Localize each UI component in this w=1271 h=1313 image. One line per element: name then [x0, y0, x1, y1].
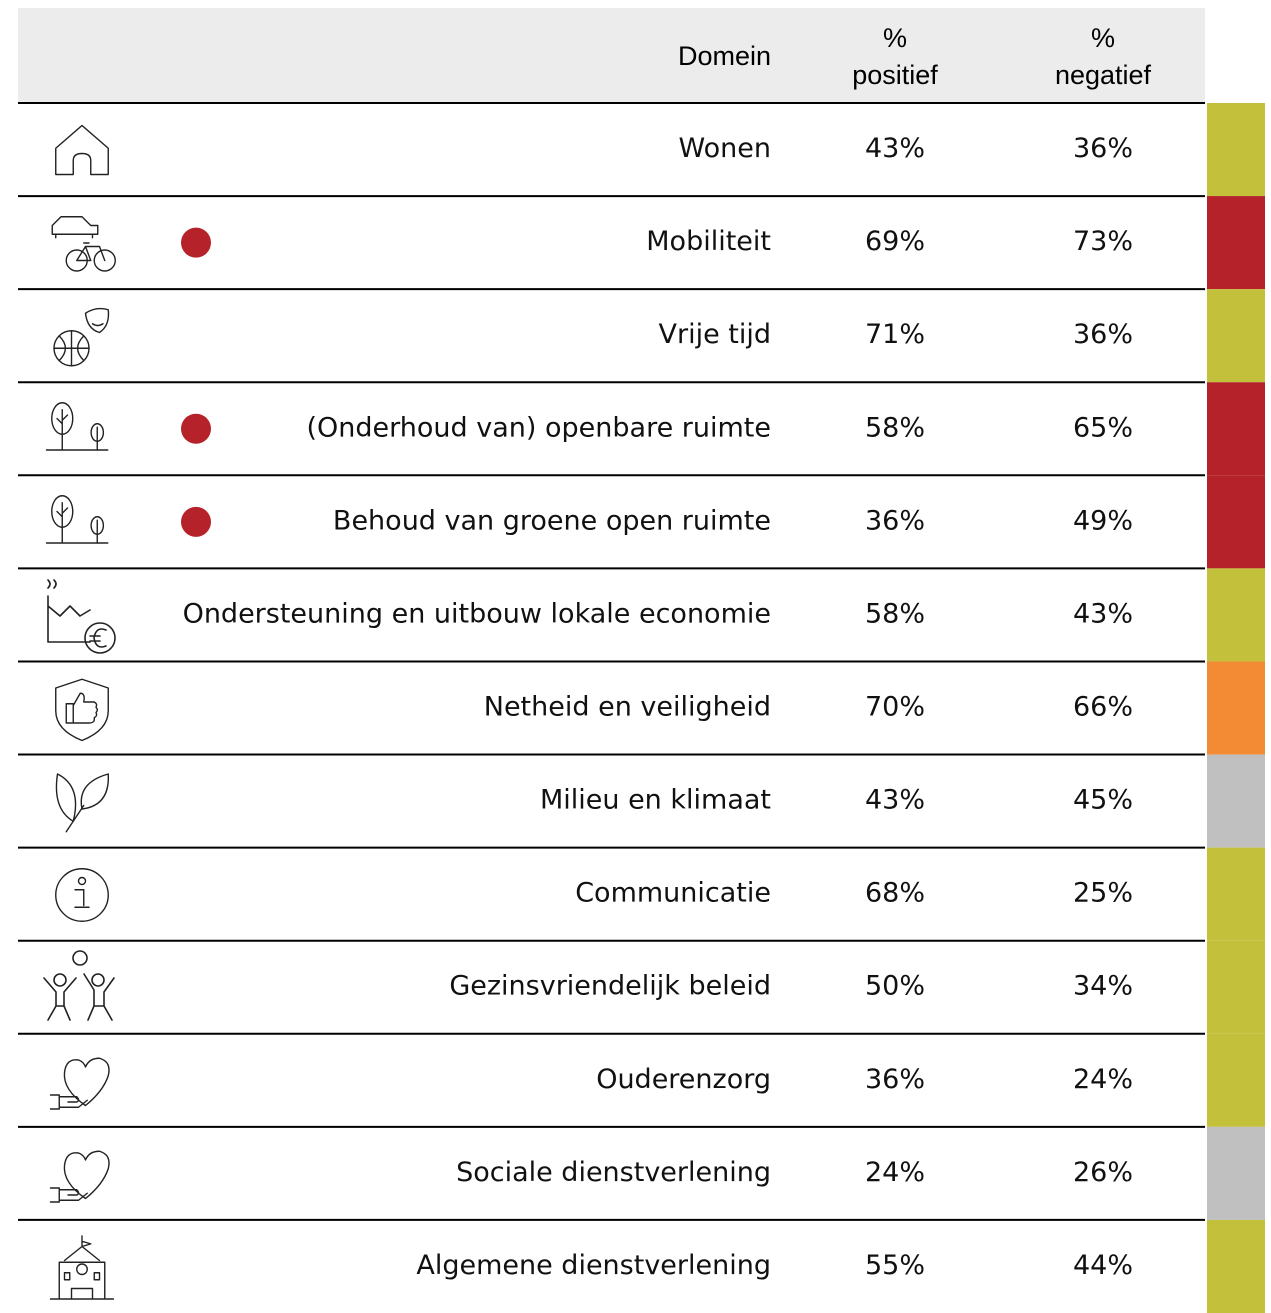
- icon: [53, 307, 110, 367]
- negative: 36%: [1073, 319, 1133, 350]
- icon: [45, 494, 109, 544]
- icon: [49, 1235, 115, 1300]
- positive: 55%: [865, 1250, 925, 1281]
- icon: [55, 678, 109, 742]
- positive: 58%: [865, 412, 925, 443]
- alert-dot: [181, 506, 211, 537]
- negative: 66%: [1073, 692, 1133, 723]
- negative: 43%: [1073, 598, 1133, 629]
- domain: Milieu en klimaat: [540, 785, 771, 816]
- status-bar: [1207, 1033, 1265, 1127]
- domain: Wonen: [679, 133, 771, 164]
- status-bar: [1207, 382, 1265, 476]
- icon: [55, 868, 109, 922]
- header-positive: positief: [852, 60, 938, 90]
- negative: 34%: [1073, 971, 1133, 1002]
- status-bar: [1207, 568, 1265, 662]
- domain: Vrije tijd: [659, 319, 772, 350]
- positive: 50%: [865, 971, 925, 1002]
- positive: 58%: [865, 598, 925, 629]
- status-bar: [1207, 475, 1265, 569]
- alert-dot: [181, 227, 211, 258]
- negative: 36%: [1073, 133, 1133, 164]
- negative: 44%: [1073, 1250, 1133, 1281]
- negative: 45%: [1073, 785, 1133, 816]
- icon: [47, 579, 116, 654]
- status-bar: [1207, 754, 1265, 848]
- status-bar: [1207, 940, 1265, 1034]
- domain: Algemene dienstverlening: [416, 1250, 771, 1281]
- domain: Netheid en veiligheid: [484, 692, 771, 723]
- alert-dot: [181, 413, 211, 444]
- domain: Communicatie: [575, 878, 771, 909]
- positive: 70%: [865, 692, 925, 723]
- status-bar: [1207, 847, 1265, 941]
- negative: 24%: [1073, 1064, 1133, 1095]
- domain: Ondersteuning en uitbouw lokale economie: [183, 598, 771, 629]
- status-bar: [1207, 1219, 1265, 1313]
- positive: 24%: [865, 1157, 925, 1188]
- positive: 43%: [865, 133, 925, 164]
- icon: [55, 124, 109, 176]
- domain: (Onderhoud van) openbare ruimte: [307, 412, 771, 443]
- header-positive: %: [883, 23, 907, 53]
- negative: 25%: [1073, 878, 1133, 909]
- negative: 49%: [1073, 505, 1133, 536]
- status-bar: [1207, 289, 1265, 383]
- status-bar: [1207, 661, 1265, 755]
- icon: [45, 401, 109, 451]
- positive: 68%: [865, 878, 925, 909]
- negative: 26%: [1073, 1157, 1133, 1188]
- icon: [43, 950, 115, 1021]
- domain: Sociale dienstverlening: [456, 1157, 771, 1188]
- domain: Ouderenzorg: [596, 1064, 771, 1095]
- header-negative: negatief: [1055, 60, 1152, 90]
- domain: Gezinsvriendelijk beleid: [449, 971, 771, 1002]
- icon: [51, 216, 116, 272]
- domain: Behoud van groene open ruimte: [333, 505, 771, 536]
- negative: 65%: [1073, 412, 1133, 443]
- positive: 71%: [865, 319, 925, 350]
- positive: 69%: [865, 226, 925, 257]
- header-negative: %: [1091, 23, 1115, 53]
- header-domain: Domein: [678, 41, 771, 71]
- status-bar: [1207, 103, 1265, 197]
- positive: 36%: [865, 1064, 925, 1095]
- positive: 43%: [865, 785, 925, 816]
- status-bar: [1207, 196, 1265, 290]
- header-background: [18, 8, 1205, 103]
- negative: 73%: [1073, 226, 1133, 257]
- icon: [49, 1057, 110, 1110]
- icon: [49, 1150, 110, 1203]
- icon: [55, 773, 110, 833]
- status-bar: [1207, 1126, 1265, 1220]
- positive: 36%: [865, 505, 925, 536]
- icons: [43, 124, 116, 1300]
- domain: Mobiliteit: [646, 226, 771, 257]
